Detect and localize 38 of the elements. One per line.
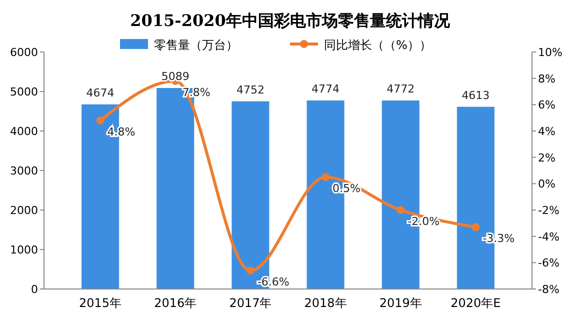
x-tick-label: 2020年E xyxy=(450,296,501,310)
point xyxy=(396,206,405,214)
data-label: 4613 xyxy=(462,88,490,102)
point xyxy=(96,116,104,124)
y2-tick-label: -2% xyxy=(538,204,560,217)
x-tick-label: 2017年 xyxy=(229,296,272,310)
point xyxy=(322,173,330,182)
y2-tick-label: -8% xyxy=(538,283,560,296)
y-tick-label: 2000 xyxy=(10,204,38,217)
y-tick-label: 0 xyxy=(31,283,38,296)
data-label: 4774 xyxy=(312,82,340,96)
y2-tick-label: 4% xyxy=(538,125,556,138)
point xyxy=(246,266,254,275)
y-tick-label: 1000 xyxy=(10,244,38,256)
y2-tick-label: 0% xyxy=(538,178,556,191)
x-tick-label: 2016年 xyxy=(154,296,197,310)
y-tick-label: 4000 xyxy=(10,125,38,138)
y-tick-label: 5000 xyxy=(10,86,38,98)
y-tick-label: 6000 xyxy=(10,46,38,59)
y2-tick-label: 8% xyxy=(538,72,556,86)
y2-tick-label: 2% xyxy=(538,151,556,164)
data-label: 5089 xyxy=(161,70,190,83)
data-label: 0.5% xyxy=(332,182,360,196)
data-label: 4674 xyxy=(86,86,114,100)
x-tick-label: 2018年 xyxy=(304,296,347,310)
y2-tick-label: 10% xyxy=(538,46,562,59)
legend-label: 同比增长（（%）） xyxy=(324,38,432,52)
y2-tick-label: -6% xyxy=(538,256,560,270)
x-tick-label: 2015年 xyxy=(79,296,122,310)
y2-tick-label: -4% xyxy=(538,230,560,244)
data-label: 4772 xyxy=(386,82,415,96)
data-label: 4752 xyxy=(236,83,264,96)
y-tick-label: 3000 xyxy=(10,164,38,178)
chart-title: 2015-2020年中国彩电市场零售量统计情况 xyxy=(130,11,451,30)
y2-tick-label: 6% xyxy=(538,98,556,112)
legend-label: 零售量（万台） xyxy=(154,38,238,52)
x-tick-label: 2019年 xyxy=(379,296,422,310)
point xyxy=(472,223,480,232)
